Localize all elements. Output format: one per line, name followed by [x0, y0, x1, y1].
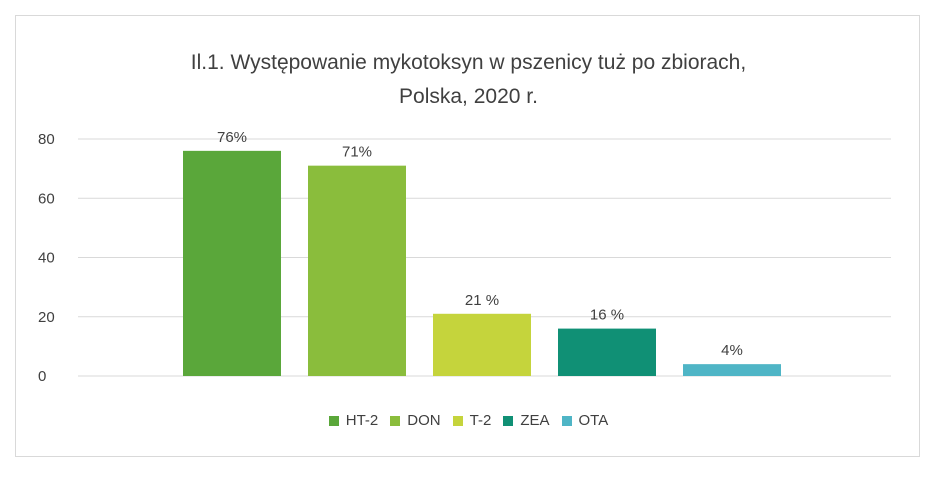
data-label-ht-2: 76% [217, 129, 247, 146]
y-tick-label: 40 [38, 250, 55, 267]
chart-plot: 0 20 40 60 80 76% 71% 21 % 16 % 4% [38, 129, 891, 385]
legend-swatch [328, 415, 339, 426]
legend-swatch [561, 415, 572, 426]
legend-item-ota: OTA [561, 412, 609, 429]
chart-legend: HT-2 DON T-2 ZEA OTA [16, 412, 921, 429]
legend-swatch [390, 415, 401, 426]
legend-item-t-2: T-2 [452, 412, 492, 429]
chart-title: Il.1. Występowanie mykotoksyn w pszenicy… [16, 46, 921, 114]
data-label-zea: 16 % [590, 307, 624, 324]
y-tick-label: 80 [38, 131, 55, 148]
chart-title-line-1: Il.1. Występowanie mykotoksyn w pszenicy… [190, 51, 747, 74]
bar-don [308, 165, 406, 376]
legend-swatch [452, 415, 463, 426]
y-tick-label: 20 [38, 309, 55, 326]
bar-ota [683, 364, 781, 376]
chart-frame: Il.1. Występowanie mykotoksyn w pszenicy… [15, 15, 920, 457]
chart-title-line-2: Polska, 2020 r. [399, 85, 538, 108]
legend-label: DON [407, 412, 441, 429]
legend-label: HT-2 [345, 412, 379, 429]
bar-ht-2 [183, 150, 281, 376]
y-tick-label: 0 [38, 368, 46, 385]
legend-label: T-2 [469, 412, 492, 429]
legend-item-zea: ZEA [503, 412, 550, 429]
legend-label: OTA [578, 412, 609, 429]
y-tick-label: 60 [38, 190, 55, 207]
legend-item-ht-2: HT-2 [328, 412, 379, 429]
legend-label: ZEA [520, 412, 550, 429]
data-label-t-2: 21 % [465, 292, 499, 309]
data-label-ota: 4% [721, 342, 743, 359]
legend-item-don: DON [390, 412, 441, 429]
legend-swatch [503, 415, 514, 426]
data-label-don: 71% [342, 144, 372, 161]
bar-zea [558, 328, 656, 376]
bar-t-2 [433, 313, 531, 376]
